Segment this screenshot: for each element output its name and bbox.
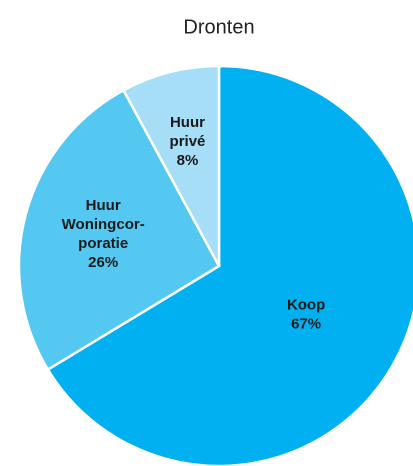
slice-label: Huur privé 8% [170,114,206,169]
slice-category: Huur [170,114,205,131]
slice-label: Koop 67% [287,297,325,333]
slice-category: poratie [78,235,128,252]
chart-title: Dronten [183,16,254,38]
slice-value: 8% [177,152,199,169]
slice-category: Huur [86,197,121,214]
pie-slice [17,88,221,372]
slice-label: Huur Woningcor-poratie 26% [62,197,145,271]
slice-value: 26% [88,254,118,271]
slice-category: Woningcor- [62,216,145,233]
slice-category: Koop [287,297,325,314]
slice-category: privé [170,133,206,150]
pie-slice [121,64,221,267]
slice-value: 67% [291,316,321,333]
pie-slice [46,64,413,466]
